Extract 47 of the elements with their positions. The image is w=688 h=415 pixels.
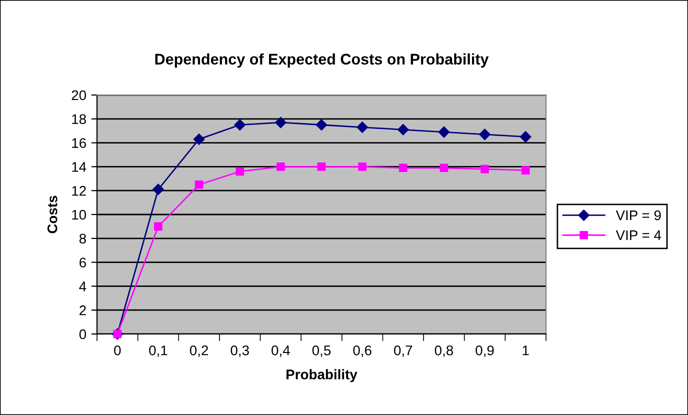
point [193,134,205,145]
x-tick-label: 0,1 [149,345,168,357]
x-tick-label: 0,5 [312,345,331,357]
point [358,162,366,171]
x-tick-label: 0,2 [190,345,208,357]
x-axis-title: Probability [286,369,358,382]
point [154,222,162,231]
point [440,164,448,172]
y-tick-label: 2 [80,305,86,316]
legend-label: VIP = 4 [616,230,662,240]
point [521,166,530,174]
y-tick-label: 18 [72,114,86,124]
y-tick-label: 8 [79,234,86,244]
y-tick-label: 20 [72,90,86,100]
y-tick-label: 16 [72,138,86,148]
y-tick-label: 0 [79,329,86,340]
point [194,180,204,189]
x-tick-label: 0 [114,345,121,356]
point [398,164,408,172]
x-tick-label: 0,3 [230,345,249,357]
point [276,162,285,171]
legend-label: VIP = 9 [616,210,661,220]
point [275,116,286,128]
y-tick-label: 6 [80,258,86,268]
point [356,122,368,133]
point [234,119,246,130]
point [152,184,164,196]
point [316,119,328,130]
x-tick-label: 0,4 [272,345,290,357]
chart-title: Dependency of Expected Costs on Probability [155,53,489,68]
y-tick-label: 14 [72,162,86,172]
y-tick-label: 10 [72,210,86,220]
x-tick-label: 0,9 [476,345,494,357]
y-tick-label: 4 [79,282,86,292]
point [317,162,326,171]
point [480,164,489,174]
point [479,128,490,140]
y-axis-title: Costs [47,196,58,234]
point [438,126,450,138]
y-tick-label: 12 [72,186,86,196]
x-tick-label: 0,7 [394,345,412,357]
x-tick-label: 1 [522,346,529,356]
point [520,131,532,142]
x-tick-label: 0,6 [353,345,372,357]
point [236,167,244,176]
point [398,124,409,136]
x-tick-label: 0,8 [434,345,454,357]
